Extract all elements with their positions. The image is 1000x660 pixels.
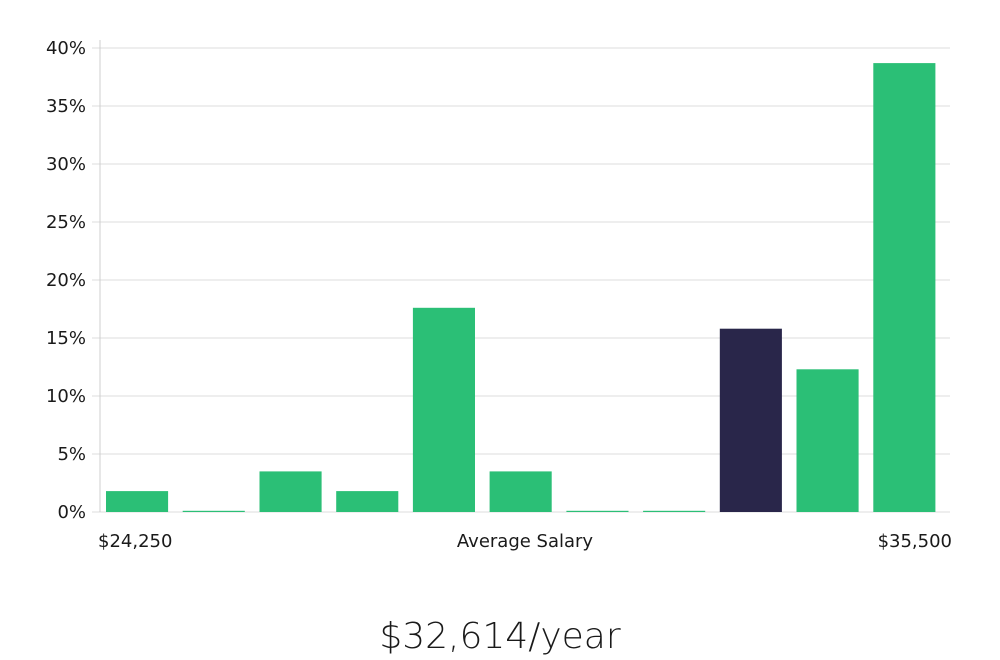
y-tick-labels: 0% 5% 10% 15% 20% 25% 30% 35% 40% [46, 38, 86, 523]
bar [566, 510, 629, 512]
y-tick-label: 0% [57, 502, 86, 523]
bar [106, 491, 169, 512]
y-tick-label: 30% [46, 154, 86, 175]
y-tick-label: 35% [46, 96, 86, 117]
x-axis-label: Average Salary [457, 531, 594, 552]
bar [182, 510, 245, 512]
bar [489, 471, 552, 512]
average-salary-headline: $32,614/year [379, 616, 621, 657]
bar [643, 510, 706, 512]
bars [106, 63, 936, 512]
grid-lines [92, 47, 950, 513]
bar [796, 369, 859, 512]
y-tick-label: 5% [57, 444, 86, 465]
y-tick-label: 25% [46, 212, 86, 233]
highlighted-bar [719, 328, 782, 512]
y-tick-label: 15% [46, 328, 86, 349]
y-tick-label: 40% [46, 38, 86, 59]
y-tick-label: 10% [46, 386, 86, 407]
bar [873, 63, 936, 512]
bar [336, 491, 399, 512]
x-min-label: $24,250 [98, 531, 172, 552]
y-tick-label: 20% [46, 270, 86, 291]
bar [259, 471, 322, 512]
bar [412, 307, 475, 512]
x-max-label: $35,500 [878, 531, 952, 552]
